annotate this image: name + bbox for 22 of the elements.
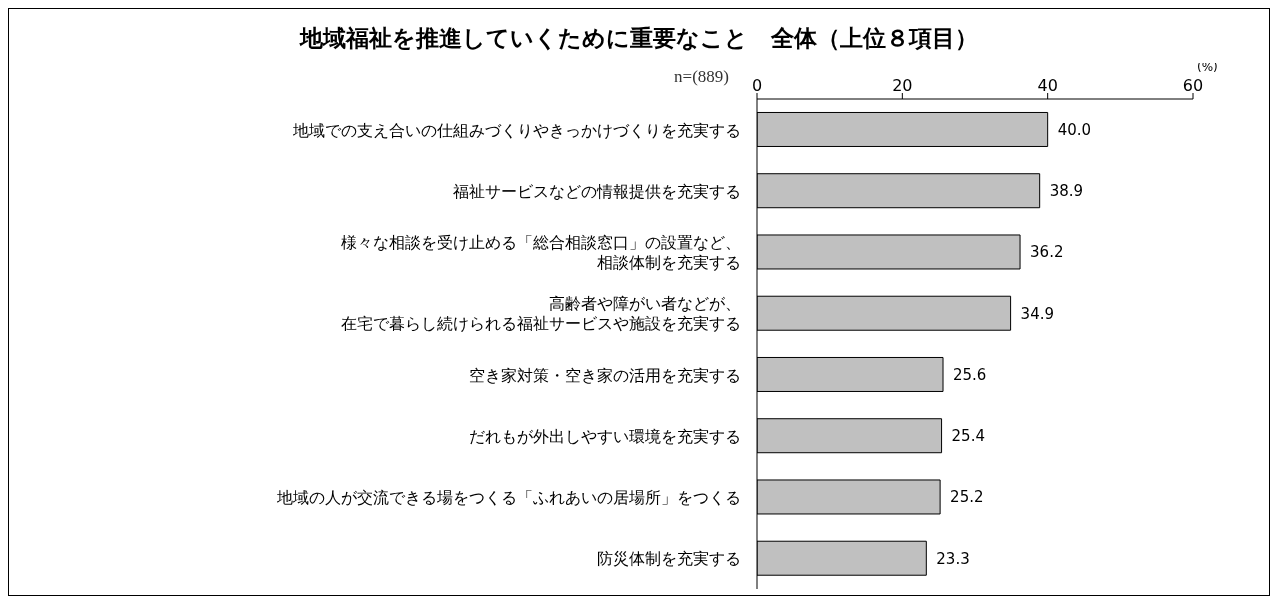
data-label: 23.3	[936, 549, 970, 568]
x-tick-label: 20	[892, 76, 913, 95]
chart-title: 地域福祉を推進していくために重要なこと 全体（上位８項目）	[300, 25, 978, 51]
data-label: 38.9	[1049, 182, 1084, 201]
data-label: 25.4	[951, 427, 985, 446]
y-tick-label: 様々な相談を受け止める「総合相談窓口」の設置など、相談体制を充実する	[341, 232, 741, 272]
y-tick-label: 地域での支え合いの仕組みづくりやきっかけづくりを充実する	[292, 120, 741, 140]
x-tick-label: 0	[751, 76, 763, 95]
y-tick-label: 高齢者や障がい者などが、在宅で暮らし続けられる福祉サービスや施設を充実する	[341, 293, 741, 333]
data-label: 36.2	[1030, 243, 1064, 262]
text: n=(889)	[674, 67, 729, 87]
y-tick-label: 空き家対策・空き家の活用を充実する	[469, 365, 741, 385]
data-label: 25.2	[950, 488, 984, 507]
y-tick-label: だれもが外出しやすい環境を充実する	[469, 426, 741, 446]
x-tick-label: 60	[1182, 76, 1204, 95]
y-tick-label: 福祉サービスなどの情報提供を充実する	[453, 181, 741, 201]
y-tick-label: 防災体制を充実する	[597, 548, 741, 568]
data-label: 34.9	[1020, 304, 1055, 323]
data-label: 25.6	[953, 365, 987, 384]
x-tick-label: 40	[1037, 76, 1058, 95]
y-tick-label: 地域の人が交流できる場をつくる「ふれあいの居場所」をつくる	[276, 487, 741, 507]
data-label: 40.0	[1057, 120, 1092, 139]
